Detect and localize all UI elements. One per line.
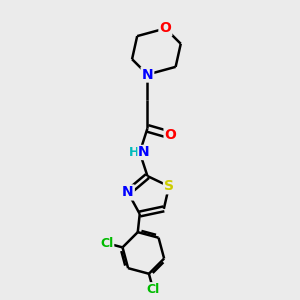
Text: Cl: Cl	[146, 283, 160, 296]
Text: N: N	[142, 68, 153, 82]
Text: O: O	[165, 128, 176, 142]
Text: N: N	[122, 185, 134, 200]
Text: S: S	[164, 179, 174, 193]
Text: O: O	[159, 21, 171, 35]
Text: N: N	[138, 146, 150, 160]
Text: Cl: Cl	[100, 237, 113, 250]
Text: H: H	[128, 146, 139, 159]
